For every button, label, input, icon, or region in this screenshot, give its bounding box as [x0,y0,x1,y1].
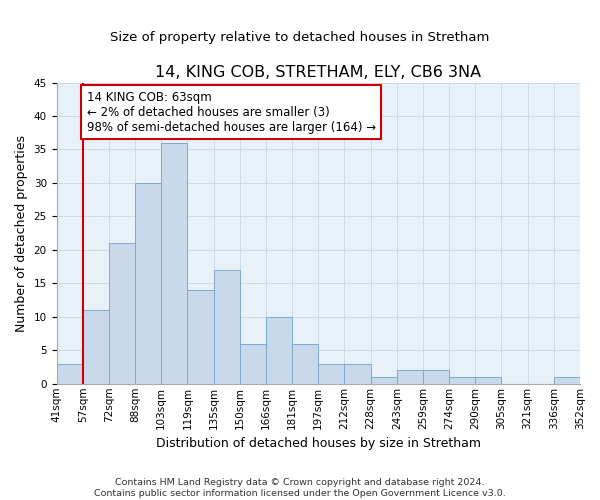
Bar [135,183,161,384]
Bar [318,364,344,384]
Bar [397,370,423,384]
Bar [344,364,371,384]
Bar [83,310,109,384]
Title: 14, KING COB, STRETHAM, ELY, CB6 3NA: 14, KING COB, STRETHAM, ELY, CB6 3NA [155,65,481,80]
Bar [109,243,135,384]
Y-axis label: Number of detached properties: Number of detached properties [15,134,28,332]
Bar [554,377,580,384]
Text: Contains HM Land Registry data © Crown copyright and database right 2024.
Contai: Contains HM Land Registry data © Crown c… [94,478,506,498]
Text: 14 KING COB: 63sqm
← 2% of detached houses are smaller (3)
98% of semi-detached : 14 KING COB: 63sqm ← 2% of detached hous… [86,90,376,134]
Bar [56,364,83,384]
Text: Size of property relative to detached houses in Stretham: Size of property relative to detached ho… [110,31,490,44]
Bar [475,377,502,384]
Bar [371,377,397,384]
Bar [449,377,475,384]
Bar [423,370,449,384]
Bar [292,344,318,384]
Bar [240,344,266,384]
X-axis label: Distribution of detached houses by size in Stretham: Distribution of detached houses by size … [156,437,481,450]
Bar [161,143,187,384]
Bar [214,270,240,384]
Bar [266,317,292,384]
Bar [187,290,214,384]
